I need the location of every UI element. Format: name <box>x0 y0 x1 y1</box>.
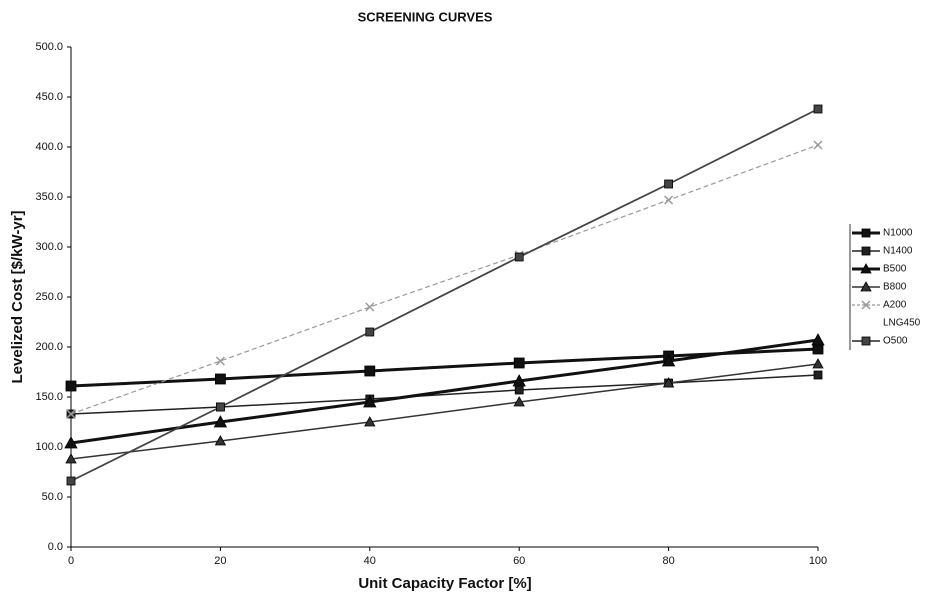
y-tick-label: 350.0 <box>35 191 63 203</box>
marker <box>514 252 524 262</box>
marker <box>813 104 823 114</box>
y-axis-title: Levelized Cost [$/kW-yr] <box>9 210 26 383</box>
marker <box>513 357 525 369</box>
marker <box>364 416 376 427</box>
marker <box>66 476 76 486</box>
legend-marker <box>860 263 872 274</box>
series-line <box>70 347 819 388</box>
marker <box>365 327 375 337</box>
marker <box>215 356 225 366</box>
marker <box>66 409 76 419</box>
legend-label: N1000 <box>883 228 913 239</box>
marker <box>664 179 673 189</box>
marker <box>811 333 825 346</box>
legend-label: B500 <box>883 264 907 275</box>
x-axis-title: Unit Capacity Factor [%] <box>358 575 531 592</box>
series-line <box>70 144 819 415</box>
legend-marker <box>860 281 872 292</box>
y-tick-label: 0.0 <box>48 541 63 553</box>
series-line <box>70 363 819 460</box>
legend-label: N1400 <box>883 246 913 257</box>
legend-marker <box>861 246 871 256</box>
chart-title: SCREENING CURVES <box>358 9 493 24</box>
marker <box>812 343 824 355</box>
marker <box>812 358 824 369</box>
series-line <box>70 374 819 415</box>
legend-label: O500 <box>883 336 908 347</box>
x-tick-label: 100 <box>809 555 827 567</box>
marker <box>365 302 375 312</box>
y-tick-label: 500.0 <box>35 41 63 53</box>
marker <box>64 436 78 449</box>
x-tick-label: 80 <box>662 555 674 567</box>
marker <box>65 380 77 392</box>
x-tick-label: 20 <box>214 555 226 567</box>
series-line <box>70 108 819 482</box>
legend-marker <box>861 228 871 238</box>
marker <box>363 395 377 408</box>
marker <box>214 373 226 385</box>
legend-marker <box>861 336 871 346</box>
marker <box>514 385 524 395</box>
legend-label: LNG450 <box>883 318 921 329</box>
y-tick-label: 450.0 <box>35 91 63 103</box>
marker <box>662 377 675 388</box>
marker <box>664 195 674 205</box>
x-tick-label: 0 <box>68 555 74 567</box>
marker <box>661 354 676 367</box>
y-tick-label: 250.0 <box>35 291 63 303</box>
marker <box>215 402 225 412</box>
legend-label: B800 <box>883 282 907 293</box>
legend-label: A200 <box>883 300 907 311</box>
legend-marker <box>861 300 871 310</box>
x-tick-label: 60 <box>513 555 525 567</box>
marker <box>512 374 526 387</box>
x-tick-label: 40 <box>364 555 376 567</box>
y-tick-label: 300.0 <box>35 241 63 253</box>
marker <box>214 435 227 446</box>
y-tick-label: 50.0 <box>42 491 63 503</box>
marker <box>513 396 525 407</box>
marker <box>813 370 823 380</box>
y-tick-label: 400.0 <box>35 141 63 153</box>
y-tick-label: 150.0 <box>35 391 63 403</box>
marker <box>813 140 823 150</box>
marker <box>65 453 77 464</box>
marker <box>213 415 228 428</box>
y-tick-label: 200.0 <box>35 341 63 353</box>
series-line <box>70 338 819 445</box>
marker <box>364 365 376 377</box>
y-tick-label: 100.0 <box>35 441 63 453</box>
